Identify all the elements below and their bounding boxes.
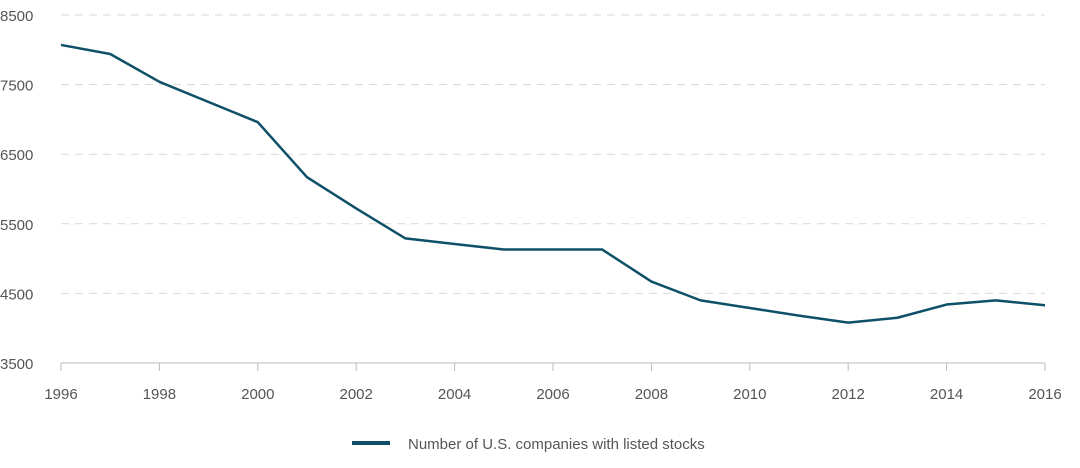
x-tick-label: 2010: [733, 386, 766, 403]
x-tick-label: 2006: [536, 386, 569, 403]
x-tick-label: 1996: [44, 386, 77, 403]
axes: [60, 362, 1046, 371]
x-axis-labels: 1996 1998 2000 2002 2004 2006 2008 2010 2012 2014…: [44, 386, 1061, 403]
x-tick-label: 2016: [1028, 386, 1061, 403]
x-tick-label: 1998: [143, 386, 176, 403]
series-group: [60, 43, 1046, 324]
x-tick-label: 2008: [635, 386, 668, 403]
y-tick-label: 7500: [0, 78, 33, 95]
x-tick-label: 2004: [438, 386, 471, 403]
legend-label: Number of U.S. companies with listed sto…: [408, 436, 705, 453]
legend: Number of U.S. companies with listed sto…: [352, 436, 705, 453]
x-tick-label: 2012: [832, 386, 865, 403]
x-tick-label: 2014: [930, 386, 963, 403]
y-tick-label: 6500: [0, 147, 33, 164]
y-axis-labels: 3500 4500 5500 6500 7500 8500: [0, 8, 33, 373]
y-tick-label: 4500: [0, 286, 33, 303]
x-tick-label: 2002: [340, 386, 373, 403]
y-tick-label: 5500: [0, 217, 33, 234]
y-tick-label: 3500: [0, 356, 33, 373]
x-tick-label: 2000: [241, 386, 274, 403]
series-line: [60, 43, 1046, 324]
gridlines: [61, 14, 1045, 294]
y-tick-label: 8500: [0, 8, 33, 25]
